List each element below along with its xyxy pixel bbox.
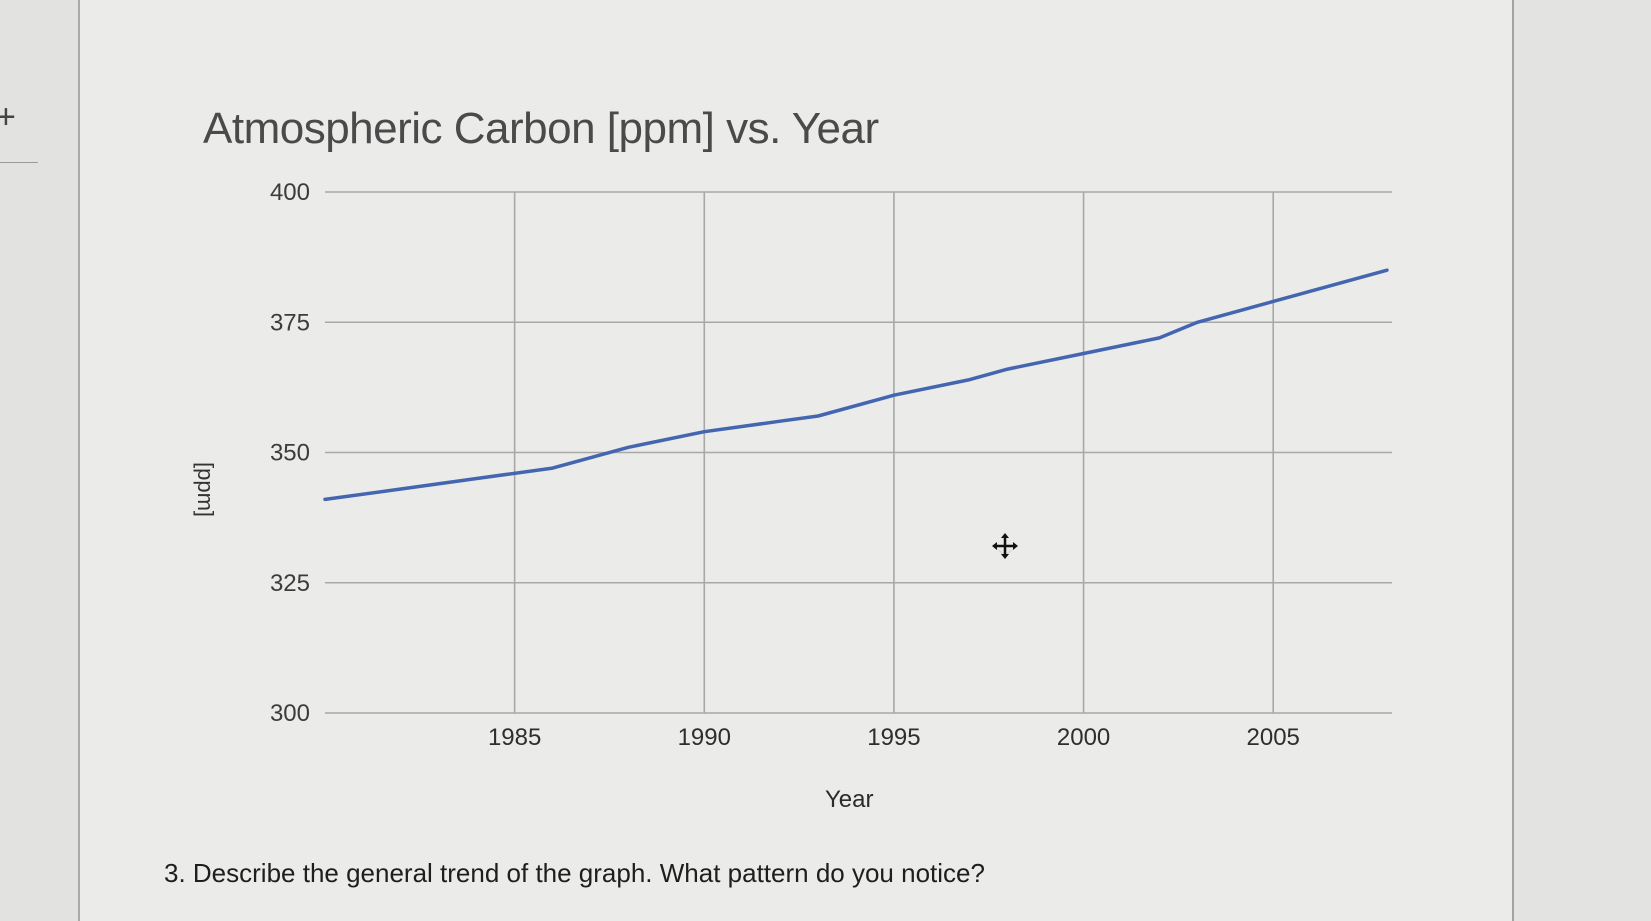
x-tick-label: 1995 [867, 724, 920, 751]
y-tick-label: 300 [270, 700, 310, 727]
x-tick-label: 2000 [1057, 724, 1110, 751]
y-tick-label: 325 [270, 570, 310, 597]
y-axis-ticks: 400 375 350 325 300 [270, 179, 310, 727]
y-tick-label: 350 [270, 440, 310, 467]
x-tick-label: 1990 [678, 724, 731, 751]
left-margin-strip: + [0, 0, 80, 921]
x-tick-label: 2005 [1247, 724, 1300, 751]
chart-grid [325, 191, 1392, 714]
divider [0, 162, 38, 163]
y-tick-label: 375 [270, 309, 310, 336]
move-cursor-icon [992, 533, 1018, 559]
question-text: 3. Describe the general trend of the gra… [164, 858, 985, 888]
y-tick-label: 400 [270, 179, 310, 206]
y-axis-label: [ppm] [193, 462, 218, 518]
chart-title: Atmospheric Carbon [ppm] vs. Year [203, 104, 879, 153]
x-tick-label: 1985 [488, 724, 541, 751]
x-axis-ticks: 1985 1990 1995 2000 2005 [488, 724, 1300, 751]
plus-icon[interactable]: + [0, 98, 16, 136]
data-line [323, 268, 1389, 502]
right-margin-strip [1512, 0, 1651, 921]
x-axis-label: Year [825, 786, 874, 813]
